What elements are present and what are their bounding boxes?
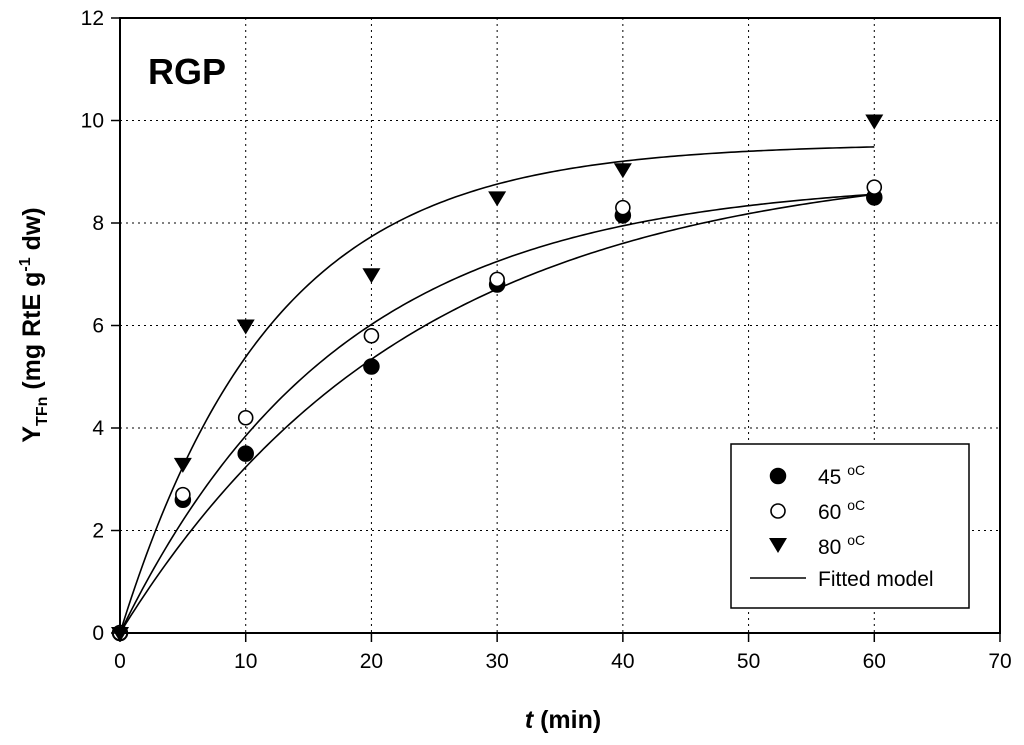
fitted-curve-60 [119, 193, 875, 634]
legend-marker-60 [770, 503, 786, 519]
y-tick-label: 10 [81, 110, 104, 133]
x-tick-label: 50 [737, 650, 760, 673]
legend: 45 oC 60 oC 80 oC Fitted model [730, 443, 970, 609]
data-point-80 [173, 457, 192, 473]
panel-label: RGP [148, 51, 226, 92]
y-tick-label: 4 [92, 417, 104, 440]
legend-label-45: 45 oC [818, 462, 865, 489]
y-tick-label: 6 [92, 315, 104, 338]
x-tick-label: 30 [485, 650, 508, 673]
data-point-45 [237, 445, 254, 462]
y-tick-label: 2 [92, 520, 104, 543]
legend-marker-80 [769, 538, 787, 553]
data-point-80 [865, 114, 884, 130]
data-point-80 [488, 191, 507, 207]
x-tick-label: 10 [234, 650, 257, 673]
legend-box [730, 443, 970, 609]
x-tick-label: 20 [360, 650, 383, 673]
data-point-60 [489, 271, 505, 288]
fitted-curve-80 [119, 146, 875, 634]
data-point-80 [613, 163, 632, 179]
legend-label-fitted-model: Fitted model [818, 568, 934, 591]
y-tick-label: 0 [92, 622, 104, 645]
data-point-60 [615, 199, 631, 216]
x-axis-title: t (min) [525, 706, 601, 734]
x-tick-label: 0 [114, 650, 126, 673]
y-axis-title: YTFn (mg RtE g-1 dw) [17, 207, 51, 442]
y-tick-label: 8 [92, 212, 104, 235]
data-point-60 [866, 179, 883, 195]
legend-label-80: 80 oC [818, 532, 865, 559]
data-point-45 [363, 358, 380, 375]
legend-label-60: 60 oC [818, 497, 865, 524]
data-point-60 [237, 409, 254, 426]
data-point-60 [175, 486, 191, 503]
data-point-60 [363, 327, 380, 344]
data-point-80 [236, 319, 255, 335]
legend-marker-45 [769, 467, 787, 485]
x-tick-label: 60 [863, 650, 886, 673]
data-point-80 [362, 268, 381, 284]
axis-ticks: 0 10 20 30 40 50 60 70 0 2 4 6 8 10 12 [81, 7, 1012, 673]
x-tick-label: 70 [988, 650, 1011, 673]
x-tick-label: 40 [611, 650, 634, 673]
y-tick-label: 12 [81, 7, 104, 30]
